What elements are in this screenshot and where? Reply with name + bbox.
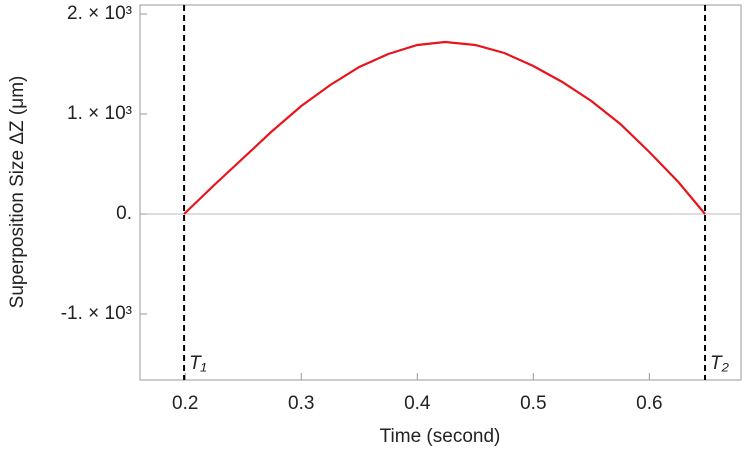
y-tick-label: 2. × 10³ [67, 3, 132, 24]
x-tick-label: 0.5 [520, 393, 546, 414]
x-tick-label: 0.2 [172, 393, 198, 414]
marker-label: T₁ [189, 353, 207, 374]
x-tick-label: 0.3 [288, 393, 314, 414]
y-tick-label: 0. [116, 203, 132, 224]
y-tick-label: 1. × 10³ [67, 103, 132, 124]
plot-frame [139, 4, 742, 381]
x-axis-label: Time (second) [380, 426, 501, 447]
x-tick-label: 0.6 [636, 393, 662, 414]
x-tick-label: 0.4 [404, 393, 431, 414]
data-line [183, 40, 706, 215]
marker-label: T₂ [710, 353, 730, 374]
y-tick-label: -1. × 10³ [61, 303, 132, 324]
y-axis-label: Superposition Size ΔZ (μm) [7, 76, 28, 309]
